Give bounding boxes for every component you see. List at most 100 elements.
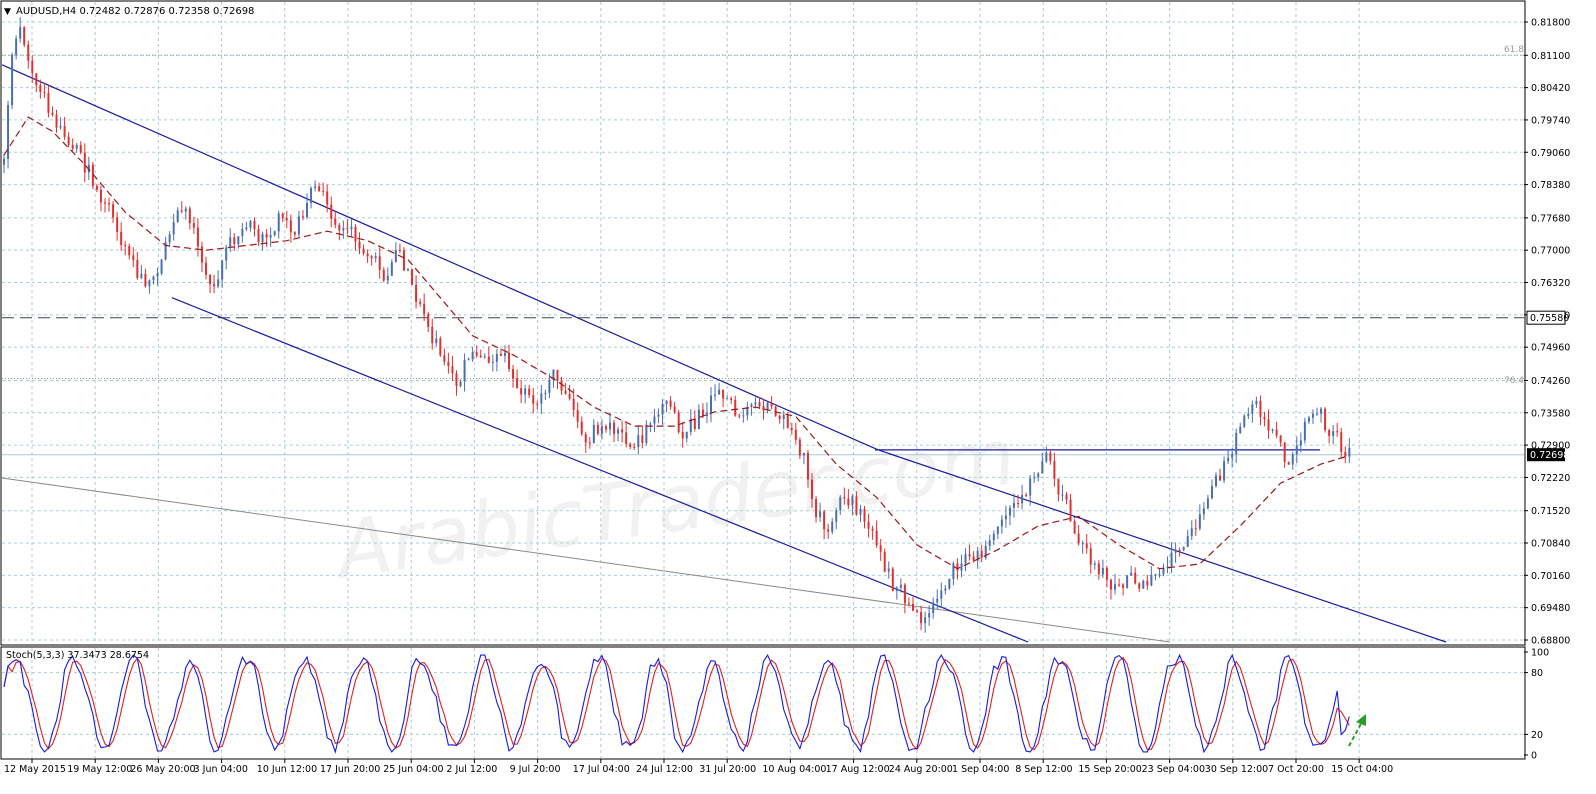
candle-body xyxy=(318,186,321,191)
candle-body xyxy=(972,556,975,561)
candle-body xyxy=(1271,429,1274,431)
candle-body xyxy=(734,399,737,416)
candle-body xyxy=(301,216,304,218)
channel-lines xyxy=(1,64,1447,643)
candle-body xyxy=(1178,549,1181,551)
candle-body xyxy=(851,496,854,506)
candle-body xyxy=(1247,413,1250,416)
candle-body xyxy=(1122,584,1125,588)
candle-body xyxy=(936,598,939,603)
candle-body xyxy=(168,234,171,243)
candle-body xyxy=(536,403,539,405)
candle-body xyxy=(718,389,721,395)
current-price-label: 0.72698 xyxy=(1530,450,1569,461)
candle-body xyxy=(802,452,805,456)
candle-body xyxy=(394,250,397,263)
price-tick-label: 0.70160 xyxy=(1531,571,1570,582)
candle-body xyxy=(584,434,587,443)
candle-body xyxy=(770,402,773,407)
candle-body xyxy=(297,216,300,235)
candle-body xyxy=(1170,552,1173,567)
price-tick-label: 0.80420 xyxy=(1531,83,1570,94)
candle-body xyxy=(722,389,725,399)
candle-body xyxy=(572,398,575,410)
time-tick-label: 26 May 20:00 xyxy=(130,764,195,775)
candle-body xyxy=(427,313,430,327)
candle-body xyxy=(35,73,38,86)
candle-body xyxy=(322,190,325,192)
candle-body xyxy=(839,497,842,511)
candle-body xyxy=(665,400,668,405)
candle-body xyxy=(104,202,106,204)
candle-body xyxy=(334,218,337,225)
candle-body xyxy=(1267,419,1270,431)
time-tick-label: 7 Oct 20:00 xyxy=(1268,764,1324,775)
candle-body xyxy=(661,404,664,415)
candle-body xyxy=(621,429,624,433)
candle-body xyxy=(750,404,753,407)
candle-body xyxy=(1279,435,1282,443)
time-tick-label: 24 Aug 20:00 xyxy=(889,764,953,775)
candle-body xyxy=(108,203,111,205)
candle-body xyxy=(588,442,591,444)
candle-body xyxy=(479,355,482,358)
time-tick-label: 17 Jun 20:00 xyxy=(320,764,380,775)
candle-body xyxy=(1154,574,1157,576)
candle-body xyxy=(992,533,995,541)
candle-body xyxy=(196,227,199,247)
candle-body xyxy=(483,356,486,358)
header-arrow[interactable]: ▼ xyxy=(4,7,11,17)
candle-body xyxy=(200,246,203,263)
candle-body xyxy=(895,587,898,591)
candle-body xyxy=(831,521,834,532)
candle-body xyxy=(160,259,163,274)
stochastic-axis[interactable]: 100 80 20 0 xyxy=(1524,648,1549,762)
candle-body xyxy=(1206,498,1209,509)
candle-body xyxy=(1227,457,1230,462)
candle-body xyxy=(1081,543,1084,545)
candle-body xyxy=(758,402,761,407)
candle-body xyxy=(1134,572,1137,584)
candle-body xyxy=(338,224,341,231)
candle-body xyxy=(516,378,519,389)
price-tick-label: 0.78380 xyxy=(1531,180,1570,191)
price-tick-label: 0.72900 xyxy=(1531,441,1570,452)
stochastic-main-line xyxy=(3,653,1350,754)
candle-body xyxy=(766,402,769,411)
candle-body xyxy=(455,373,458,387)
price-tick-label: 0.79740 xyxy=(1531,115,1570,126)
candle-body xyxy=(370,256,373,259)
time-tick-label: 23 Sep 04:00 xyxy=(1142,764,1205,775)
candle-body xyxy=(952,563,955,579)
candle-body xyxy=(508,352,510,370)
candle-body xyxy=(1291,454,1294,465)
candle-body xyxy=(1320,408,1323,414)
candle-body xyxy=(1328,430,1331,436)
candle-body xyxy=(463,360,466,382)
candle-body xyxy=(83,152,86,173)
candle-body xyxy=(374,256,377,259)
candle-body xyxy=(1336,431,1339,433)
candle-body xyxy=(1097,563,1100,575)
candle-body xyxy=(225,247,228,261)
candle-body xyxy=(75,145,78,149)
candle-body xyxy=(447,361,450,367)
time-tick-label: 24 Jul 12:00 xyxy=(636,764,693,775)
candle-body xyxy=(241,229,244,237)
candle-body xyxy=(1202,508,1205,515)
candle-body xyxy=(827,529,830,532)
candle-body xyxy=(762,406,765,411)
candle-body xyxy=(1198,514,1201,529)
candle-body xyxy=(63,126,66,137)
horizontal-levels xyxy=(1,54,1524,643)
candle-body xyxy=(277,213,280,232)
time-tick-label: 10 Jun 12:00 xyxy=(257,764,317,775)
candle-body xyxy=(407,269,409,271)
candle-body xyxy=(1150,574,1153,586)
candle-body xyxy=(1215,475,1217,487)
candle-body xyxy=(685,432,688,439)
candle-body xyxy=(253,221,256,230)
candlesticks xyxy=(3,17,1351,633)
